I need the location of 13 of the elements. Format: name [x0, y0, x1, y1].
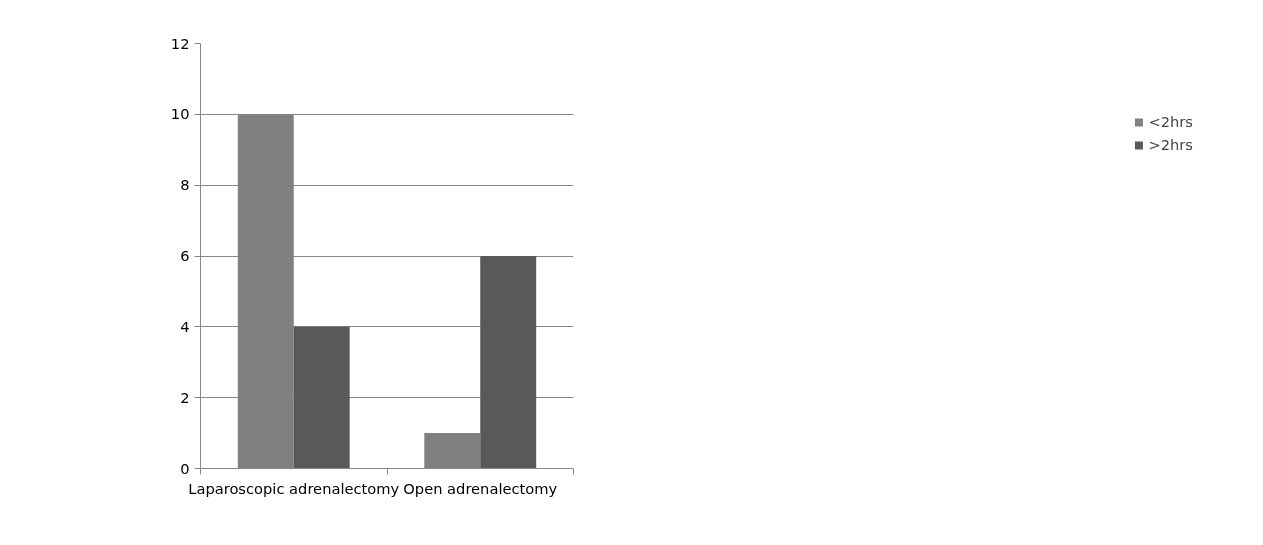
x-tick-label: Laparoscopic adrenalectomy — [188, 479, 400, 497]
y-tick-label: 10 — [170, 105, 190, 123]
legend-label: >2hrs — [1148, 136, 1193, 153]
x-tick-label: Open adrenalectomy — [403, 479, 558, 497]
y-tick-label: 6 — [180, 247, 190, 264]
bar — [480, 256, 537, 469]
y-tick-label: 8 — [180, 176, 190, 194]
y-tick-label: 2 — [180, 388, 190, 406]
y-tick-label: 12 — [170, 34, 190, 52]
y-tick-label: 0 — [180, 459, 190, 477]
bar — [293, 326, 350, 469]
legend-label: <2hrs — [1148, 113, 1193, 130]
y-tick-label: 4 — [180, 317, 190, 335]
